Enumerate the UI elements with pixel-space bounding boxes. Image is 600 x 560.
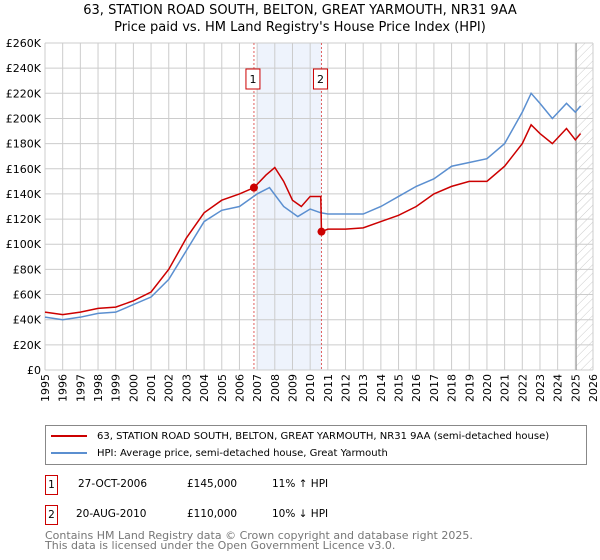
sale-hpi-diff: 11% ↑ HPI (272, 478, 329, 490)
x-tick-label: 2024 (552, 374, 565, 402)
x-tick-label: 2002 (163, 374, 176, 402)
x-tick-label: 2007 (251, 374, 264, 402)
sale-point (317, 227, 326, 236)
footer-line: This data is licensed under the Open Gov… (45, 539, 396, 552)
x-tick-label: 1996 (57, 374, 70, 402)
y-tick-label: £120K (6, 213, 42, 226)
y-tick-label: £240K (6, 62, 42, 75)
sale-marker-label: 2 (45, 505, 58, 525)
x-tick-label: 2013 (357, 374, 370, 402)
x-tick-label: 2016 (410, 374, 423, 402)
legend-label: 63, STATION ROAD SOUTH, BELTON, GREAT YA… (97, 430, 550, 442)
x-tick-label: 2020 (481, 374, 494, 402)
y-tick-label: £260K (6, 37, 42, 50)
y-tick-label: £40K (13, 314, 42, 327)
x-tick-label: 2003 (180, 374, 193, 402)
chart-title: 63, STATION ROAD SOUTH, BELTON, GREAT YA… (83, 3, 517, 18)
sale-price: £110,000 (187, 508, 238, 520)
legend-item-property: 63, STATION ROAD SOUTH, BELTON, GREAT YA… (51, 428, 549, 444)
x-tick-label: 2004 (198, 374, 211, 402)
sale-hpi-diff: 10% ↓ HPI (272, 508, 329, 520)
x-tick-label: 1999 (110, 374, 123, 402)
y-tick-label: £220K (6, 87, 42, 100)
x-tick-label: 2001 (145, 374, 158, 402)
x-tick-label: 1998 (92, 374, 105, 402)
sale-point (249, 183, 258, 192)
x-tick-label: 2026 (587, 374, 600, 402)
price-chart: 1995 1996 1997 1998 1999 2000 2001 2002 2003 2004… (6, 37, 600, 402)
y-tick-label: £200K (6, 112, 42, 125)
footer-line: Contains HM Land Registry data © Crown c… (45, 529, 473, 542)
x-tick-label: 1997 (74, 374, 87, 402)
series-line-property (44, 123, 582, 316)
sale-row: 2 20-AUG-2010 £110,000 10% ↓ HPI (45, 505, 545, 525)
legend-swatch-red (51, 435, 87, 437)
footer: Contains HM Land Registry data © Crown c… (45, 529, 473, 552)
x-tick-label: 2012 (340, 374, 353, 402)
y-tick-label: £20K (13, 339, 42, 352)
sale-marker-box (245, 68, 261, 90)
x-tick-label: 2009 (286, 374, 299, 402)
x-tick-label: 2010 (304, 374, 317, 402)
legend-item-hpi: HPI: Average price, semi-detached house,… (51, 445, 388, 461)
sale-price: £145,000 (187, 478, 238, 490)
y-tick-label: £180K (6, 138, 42, 151)
x-tick-label: 2000 (127, 374, 140, 402)
chart-subtitle: Price paid vs. HM Land Registry's House … (114, 20, 486, 35)
sale-marker-box (312, 68, 328, 90)
y-tick-label: £140K (6, 188, 42, 201)
x-tick-label: 2025 (569, 374, 582, 402)
sale-row: 1 27-OCT-2006 £145,000 11% ↑ HPI (45, 475, 545, 495)
x-tick-label: 2008 (269, 374, 282, 402)
sale-marker-text: 2 (317, 73, 324, 86)
x-tick-label: 2017 (428, 374, 441, 402)
x-tick-label: 2022 (516, 374, 529, 402)
x-tick-label: 2005 (216, 374, 229, 402)
legend-label: HPI: Average price, semi-detached house,… (97, 447, 388, 459)
x-tick-label: 1995 (39, 374, 52, 402)
x-tick-label: 2014 (375, 374, 388, 402)
x-tick-label: 2006 (233, 374, 246, 402)
series-line-hpi (44, 91, 582, 321)
shaded-region (257, 43, 322, 370)
x-tick-label: 2015 (393, 374, 406, 402)
x-tick-label: 2023 (534, 374, 547, 402)
sale-date: 27-OCT-2006 (78, 478, 147, 490)
forecast-hatch (576, 43, 593, 370)
sale-marker-label: 1 (45, 475, 58, 495)
legend-swatch-blue (51, 452, 87, 454)
x-tick-label: 2018 (446, 374, 459, 402)
x-tick-label: 2019 (463, 374, 476, 402)
y-tick-label: £0 (27, 364, 41, 377)
sale-date: 20-AUG-2010 (76, 508, 147, 520)
sale-marker-text: 1 (249, 73, 256, 86)
legend: 63, STATION ROAD SOUTH, BELTON, GREAT YA… (45, 425, 587, 465)
y-tick-label: £160K (6, 163, 42, 176)
y-tick-label: £60K (13, 289, 42, 302)
y-tick-label: £100K (6, 238, 42, 251)
x-tick-label: 2021 (499, 374, 512, 402)
x-tick-label: 2011 (322, 374, 335, 402)
y-tick-label: £80K (13, 263, 42, 276)
